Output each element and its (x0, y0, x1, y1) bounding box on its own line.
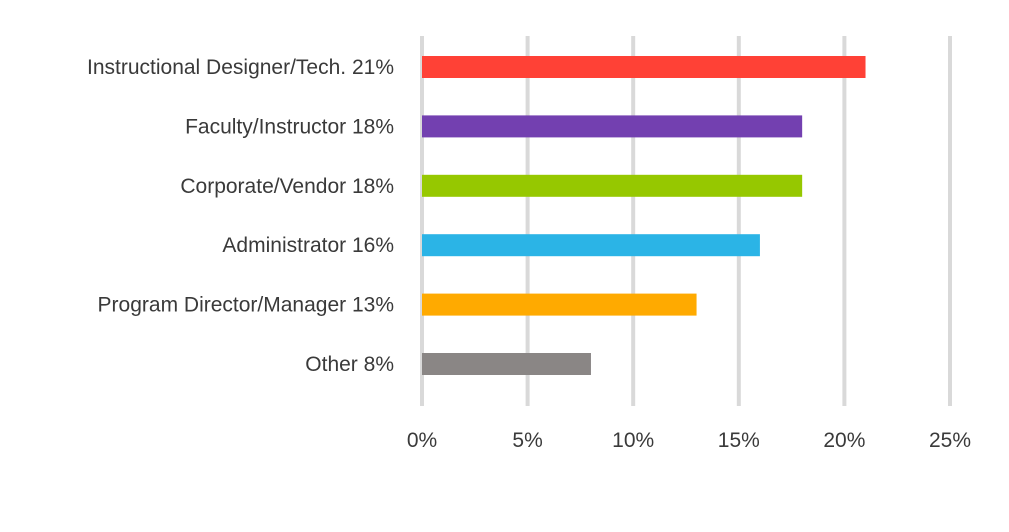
bars (422, 56, 866, 375)
category-label: Program Director/Manager 13% (98, 294, 394, 317)
x-tick-label: 10% (612, 429, 654, 452)
bar (422, 56, 866, 78)
bar (422, 234, 760, 257)
x-tick-label: 15% (718, 429, 760, 452)
bar (422, 293, 697, 316)
bar (422, 353, 591, 375)
category-labels: Instructional Designer/Tech. 21% Faculty/… (87, 56, 394, 376)
bar (422, 115, 803, 138)
category-label: Administrator 16% (222, 234, 394, 257)
category-label: Faculty/Instructor 18% (185, 115, 394, 138)
category-label: Corporate/Vendor 18% (180, 175, 394, 198)
category-label: Instructional Designer/Tech. 21% (87, 56, 394, 79)
x-axis-tick-labels: 0% 5% 10% 15% 20% 25% (407, 429, 971, 452)
category-label: Other 8% (305, 353, 394, 376)
x-tick-label: 5% (512, 429, 542, 452)
bar (422, 174, 803, 197)
x-tick-label: 0% (407, 429, 437, 452)
x-tick-label: 25% (929, 429, 971, 452)
gridlines (420, 36, 952, 406)
x-tick-label: 20% (823, 429, 865, 452)
